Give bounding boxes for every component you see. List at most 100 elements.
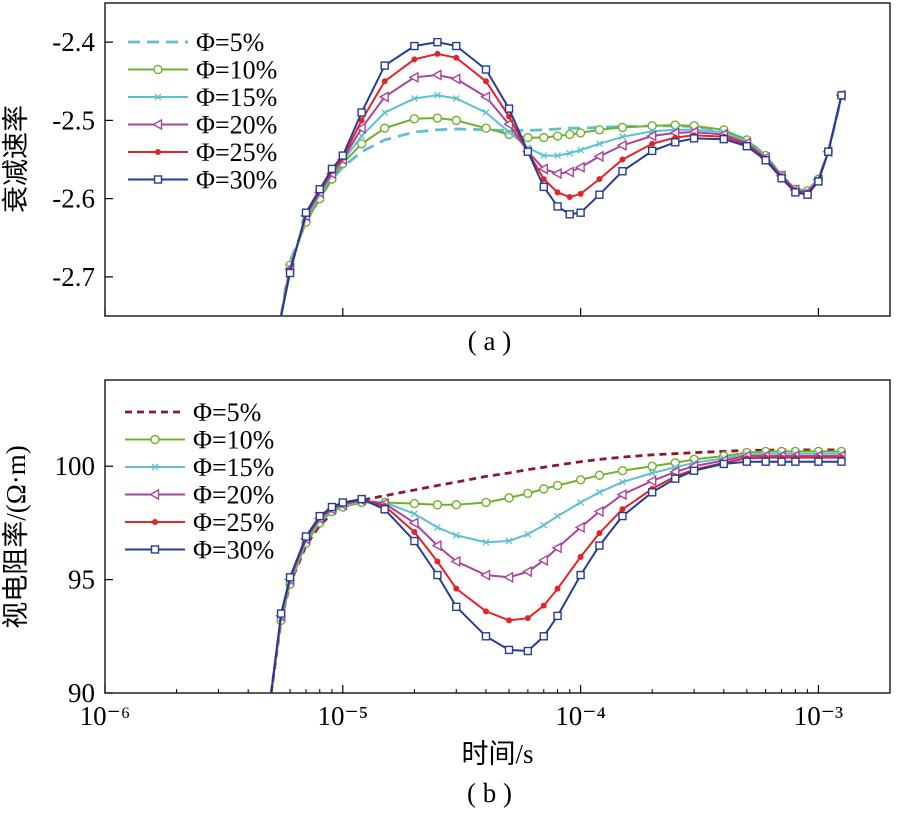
- data-point: [410, 41, 419, 51]
- legend-label: Φ=10%: [196, 56, 277, 85]
- data-point: [452, 531, 460, 539]
- data-point: [434, 558, 441, 565]
- data-point: [356, 139, 367, 149]
- panel-b: 90 95 100 10⁻⁶ 10⁻⁵ 10⁻⁴ 10⁻³ 视电阻率/(Ω·m) 时间/s ( b…: [1, 379, 891, 808]
- plot-area: [269, 446, 847, 693]
- data-point: [594, 470, 605, 480]
- data-point: [524, 530, 532, 538]
- data-point: [837, 91, 846, 100]
- data-point: [380, 61, 389, 70]
- data-point: [577, 146, 585, 154]
- panel-label: ( b ): [467, 778, 512, 808]
- data-point: [618, 167, 627, 176]
- legend-marker: [152, 118, 163, 131]
- data-point: [565, 210, 574, 219]
- data-point: [301, 532, 311, 541]
- data-point: [506, 617, 513, 624]
- data-point: [647, 146, 657, 156]
- data-point: [539, 632, 548, 641]
- data-point: [563, 166, 574, 178]
- data-point: [315, 511, 324, 521]
- legend-label: Φ=25%: [193, 508, 274, 537]
- data-point: [411, 528, 418, 535]
- data-point: [648, 469, 656, 477]
- data-point: [381, 78, 388, 85]
- data-point: [450, 555, 461, 568]
- data-point: [481, 65, 491, 74]
- data-point: [482, 109, 490, 117]
- data-point: [410, 536, 419, 546]
- y-tick-label: -2.6: [52, 184, 95, 214]
- data-point: [503, 571, 514, 584]
- data-point: [381, 109, 389, 117]
- data-point: [595, 190, 604, 199]
- data-point: [301, 208, 311, 217]
- data-point: [481, 497, 491, 508]
- axes-frame: [104, 379, 891, 694]
- legend-marker: [149, 488, 160, 501]
- data-point: [285, 573, 295, 582]
- series-line: [270, 456, 842, 693]
- data-point: [452, 95, 460, 102]
- data-point: [358, 132, 366, 140]
- data-point: [338, 151, 348, 160]
- data-point: [618, 511, 627, 521]
- data-point: [540, 152, 548, 160]
- data-point: [552, 480, 563, 491]
- data-point: [482, 608, 489, 615]
- data-point: [577, 499, 585, 506]
- data-point: [410, 510, 418, 518]
- series-4: [280, 50, 845, 316]
- data-point: [434, 50, 441, 57]
- legend-marker: [151, 463, 159, 471]
- data-point: [803, 190, 812, 199]
- data-point: [433, 523, 441, 531]
- data-point: [521, 565, 533, 578]
- data-point: [574, 521, 585, 534]
- y-tick-label: -2.5: [52, 105, 95, 135]
- data-point: [647, 488, 657, 497]
- data-point: [539, 182, 548, 192]
- data-point: [409, 498, 420, 509]
- data-point: [619, 478, 626, 486]
- data-point: [814, 177, 823, 186]
- data-point: [537, 554, 548, 567]
- data-point: [540, 521, 548, 529]
- data-point: [670, 458, 680, 468]
- data-point: [761, 457, 770, 466]
- data-point: [408, 517, 419, 529]
- data-point: [276, 609, 286, 618]
- data-point: [524, 615, 531, 622]
- data-point: [551, 542, 562, 554]
- data-point: [480, 91, 491, 103]
- data-point: [742, 457, 752, 466]
- data-point: [504, 493, 514, 503]
- plot-area: [279, 37, 847, 316]
- data-point: [619, 133, 626, 141]
- data-point: [837, 457, 846, 466]
- data-point: [481, 632, 491, 641]
- data-point: [689, 466, 699, 475]
- y-tick-label: 100: [55, 451, 96, 481]
- data-point: [719, 134, 728, 144]
- data-point: [575, 128, 586, 138]
- data-point: [777, 457, 786, 466]
- data-point: [433, 37, 442, 47]
- legend-marker: [153, 175, 163, 184]
- series-5: [280, 37, 846, 316]
- data-point: [539, 484, 549, 494]
- legend-label: Φ=20%: [196, 111, 277, 140]
- data-point: [551, 167, 562, 180]
- data-point: [433, 570, 442, 580]
- legend-marker: [153, 64, 163, 75]
- data-point: [594, 125, 605, 135]
- data-point: [719, 459, 728, 469]
- data-point: [451, 115, 461, 126]
- series-5: [270, 457, 846, 693]
- data-point: [452, 602, 461, 612]
- data-point: [523, 488, 533, 499]
- data-point: [616, 488, 627, 501]
- series-line: [280, 41, 843, 316]
